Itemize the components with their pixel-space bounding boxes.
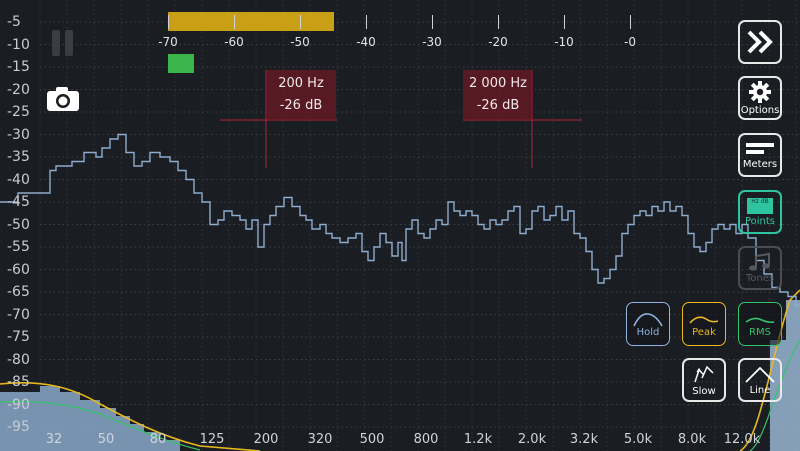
level-meter-peak-light — [168, 54, 194, 73]
spectrum-line — [0, 133, 800, 307]
double-chevron-right-icon — [747, 30, 773, 54]
options-button[interactable]: Options — [738, 76, 782, 120]
x-axis-tick-label: 12.0k — [723, 432, 761, 447]
meter-tick-label: -50 — [290, 35, 310, 49]
x-axis-tick-label: 3.2k — [569, 432, 599, 447]
slow-label: Slow — [692, 385, 716, 397]
meter-tick-label: -20 — [488, 35, 508, 49]
next-button[interactable] — [738, 20, 782, 64]
meter-tick-label: -0 — [624, 35, 636, 49]
y-axis-tick-label: -35 — [7, 149, 30, 165]
meter-tick-mark — [498, 15, 499, 29]
y-axis-tick-label: -10 — [7, 36, 30, 53]
hold-button[interactable]: Hold — [626, 302, 670, 346]
pause-icon[interactable] — [52, 30, 76, 56]
slow-arrows-icon — [694, 365, 714, 382]
y-axis-tick-label: -55 — [7, 239, 30, 255]
peak-label: Peak — [692, 326, 716, 338]
y-axis-tick-label: -25 — [7, 104, 30, 120]
points-icon: Hz dB — [747, 197, 773, 214]
x-axis-tick-label: 200 — [253, 432, 279, 447]
x-axis-tick-label: 80 — [149, 432, 167, 447]
line-label: Line — [749, 384, 771, 396]
x-axis-tick-label: 125 — [199, 432, 225, 447]
spectrum-fills — [0, 300, 800, 451]
marker-1-level: -26 dB — [279, 98, 323, 113]
y-axis-tick-label: -15 — [7, 59, 30, 75]
y-axis-tick-label: -30 — [7, 126, 30, 143]
meter-tick-mark — [168, 15, 169, 29]
camera-icon[interactable] — [46, 86, 80, 112]
x-axis-tick-label: 500 — [359, 432, 385, 447]
meter-tick-mark — [234, 15, 235, 29]
y-axis-tick-label: -20 — [7, 81, 30, 98]
y-axis-tick-label: -5 — [7, 14, 21, 30]
y-axis-tick-label: -85 — [7, 374, 30, 390]
meter-tick-mark — [432, 15, 433, 29]
y-axis-tick-label: -90 — [7, 396, 30, 413]
music-note-icon — [749, 252, 770, 271]
meters-button[interactable]: Meters — [738, 133, 782, 177]
meter-tick-label: -30 — [422, 35, 442, 49]
x-axis-tick-label: 2.0k — [517, 432, 547, 447]
y-axis-tick-label: -80 — [7, 351, 30, 368]
high-freq-spectrum-fill — [770, 300, 800, 451]
marker-2-freq: 2 000 Hz — [469, 76, 527, 91]
gear-icon — [749, 80, 771, 103]
marker-2-readout[interactable]: 2 000 Hz -26 dB — [463, 70, 533, 120]
hold-label: Hold — [636, 326, 660, 338]
peak-curve-icon — [689, 315, 719, 324]
slow-button[interactable]: Slow — [682, 358, 726, 402]
meter-tick-label: -40 — [356, 35, 376, 49]
tones-label: Tones — [745, 272, 775, 284]
rms-curve-icon — [745, 317, 775, 323]
y-axis-tick-label: -60 — [7, 261, 30, 278]
x-axis-tick-label: 50 — [97, 432, 115, 447]
marker-2-level: -26 dB — [476, 98, 520, 113]
hold-curve-icon — [633, 312, 663, 326]
points-button[interactable]: Hz dB Points — [738, 190, 782, 234]
x-axis-tick-label: 1.2k — [463, 432, 493, 447]
marker-1-readout[interactable]: 200 Hz -26 dB — [266, 70, 336, 120]
y-axis-tick-label: -70 — [7, 306, 30, 323]
meters-label: Meters — [742, 158, 778, 170]
points-label: Points — [744, 215, 776, 227]
rms-label: RMS — [749, 326, 771, 338]
y-axis-tick-label: -40 — [7, 171, 30, 188]
meters-icon — [746, 142, 774, 154]
meter-tick-label: -70 — [158, 35, 178, 49]
marker-1-freq: 200 Hz — [278, 76, 324, 91]
line-mode-icon — [745, 366, 775, 383]
meter-tick-label: -10 — [554, 35, 574, 49]
meter-tick-mark — [630, 15, 631, 29]
tones-button[interactable]: Tones — [738, 246, 782, 290]
x-axis-tick-label: 32 — [45, 432, 63, 447]
x-axis-tick-label: 800 — [413, 432, 439, 447]
y-axis-tick-label: -50 — [7, 216, 30, 233]
meter-tick-mark — [366, 15, 367, 29]
peak-button[interactable]: Peak — [682, 302, 726, 346]
meter-tick-mark — [564, 15, 565, 29]
rms-curve — [0, 339, 800, 451]
y-axis-tick-label: -45 — [7, 194, 30, 210]
y-axis-tick-label: -95 — [7, 419, 30, 435]
x-axis-tick-label: 8.0k — [677, 432, 707, 447]
y-axis-tick-label: -75 — [7, 329, 30, 345]
meter-tick-label: -60 — [224, 35, 244, 49]
level-meter-bar — [168, 12, 334, 31]
meter-tick-mark — [300, 15, 301, 29]
y-axis-tick-label: -65 — [7, 284, 30, 300]
x-axis-tick-label: 320 — [307, 432, 333, 447]
peak-curve — [0, 289, 800, 451]
rms-button[interactable]: RMS — [738, 302, 782, 346]
options-label: Options — [740, 104, 780, 116]
line-button[interactable]: Line — [738, 358, 782, 402]
x-axis-tick-label: 5.0k — [623, 432, 653, 447]
points-badge: Hz dB — [751, 197, 769, 205]
